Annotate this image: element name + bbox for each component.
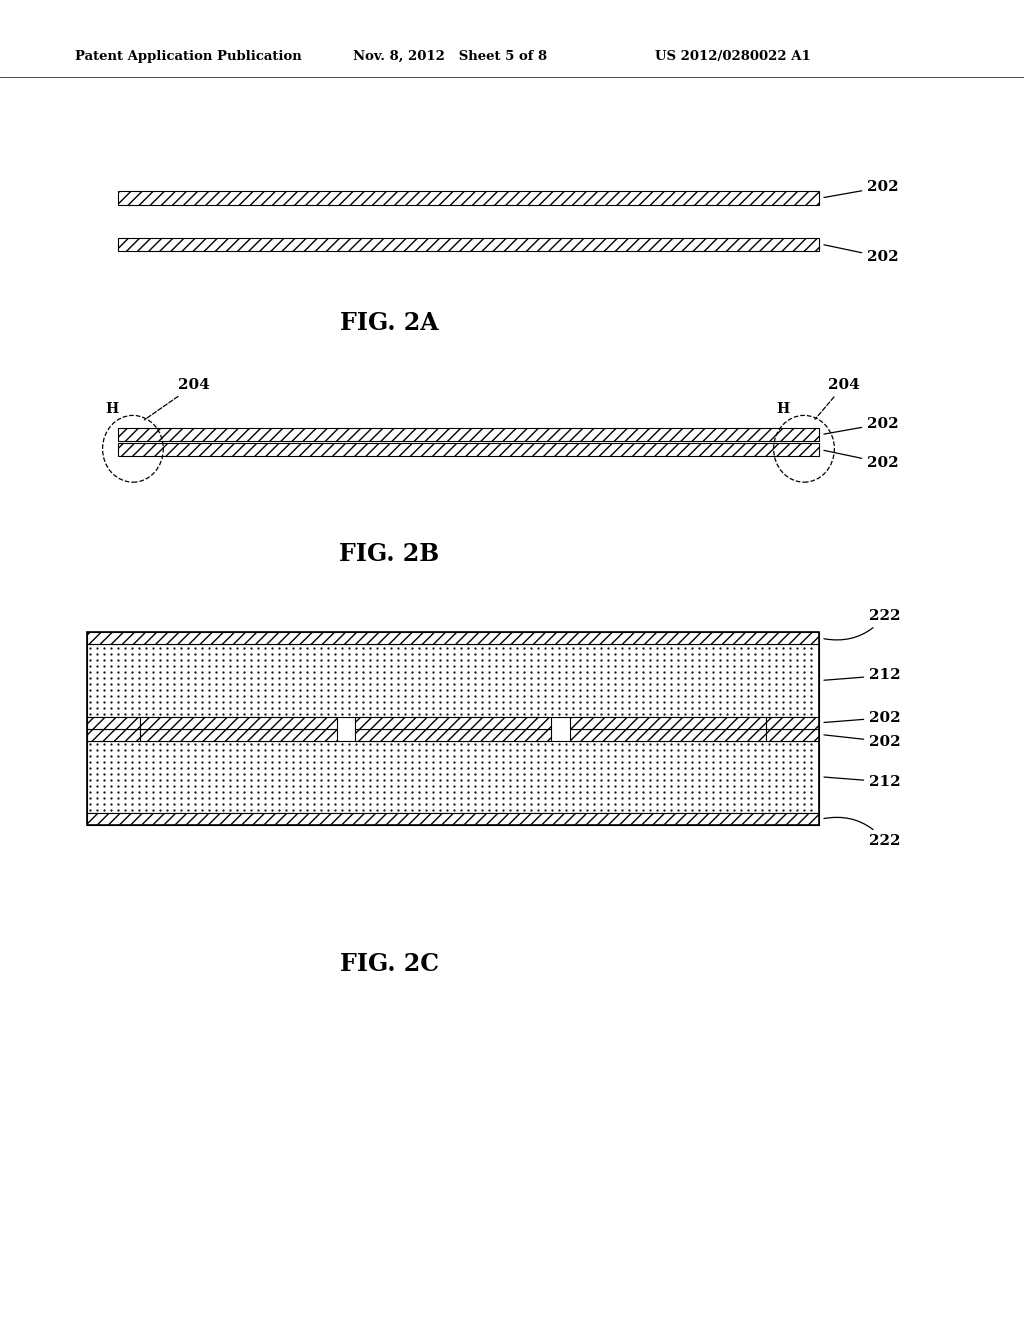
Bar bbox=[140, 717, 337, 729]
Bar bbox=[87, 717, 140, 729]
Text: 202: 202 bbox=[824, 417, 899, 434]
Text: US 2012/0280022 A1: US 2012/0280022 A1 bbox=[655, 50, 811, 63]
Text: 222: 222 bbox=[824, 817, 901, 847]
Bar bbox=[87, 644, 819, 717]
Bar bbox=[355, 717, 551, 729]
Text: 202: 202 bbox=[824, 450, 899, 470]
Text: 202: 202 bbox=[824, 244, 899, 264]
Bar bbox=[87, 741, 819, 813]
Bar bbox=[87, 632, 819, 825]
Text: 212: 212 bbox=[824, 668, 901, 682]
Bar bbox=[569, 717, 766, 729]
Text: 202: 202 bbox=[824, 734, 901, 748]
Bar bbox=[87, 729, 140, 741]
Text: H: H bbox=[105, 403, 118, 416]
Bar bbox=[87, 813, 819, 825]
Bar bbox=[118, 238, 819, 251]
Bar bbox=[118, 444, 819, 457]
Text: 204: 204 bbox=[815, 378, 860, 420]
Bar bbox=[766, 717, 819, 729]
Bar bbox=[87, 632, 819, 644]
Bar bbox=[118, 191, 819, 205]
Bar bbox=[140, 729, 337, 741]
Text: 202: 202 bbox=[824, 710, 901, 725]
Bar bbox=[355, 729, 551, 741]
Text: H: H bbox=[776, 403, 790, 416]
Text: FIG. 2A: FIG. 2A bbox=[340, 312, 438, 335]
Bar bbox=[766, 729, 819, 741]
Text: FIG. 2B: FIG. 2B bbox=[339, 543, 439, 566]
Text: 222: 222 bbox=[824, 610, 901, 640]
Text: FIG. 2C: FIG. 2C bbox=[340, 952, 438, 975]
Text: 204: 204 bbox=[144, 378, 210, 420]
Text: Patent Application Publication: Patent Application Publication bbox=[75, 50, 301, 63]
Text: 212: 212 bbox=[824, 775, 901, 789]
Text: 202: 202 bbox=[824, 180, 899, 198]
Bar bbox=[118, 428, 819, 441]
Bar bbox=[569, 729, 766, 741]
Text: Nov. 8, 2012   Sheet 5 of 8: Nov. 8, 2012 Sheet 5 of 8 bbox=[353, 50, 548, 63]
